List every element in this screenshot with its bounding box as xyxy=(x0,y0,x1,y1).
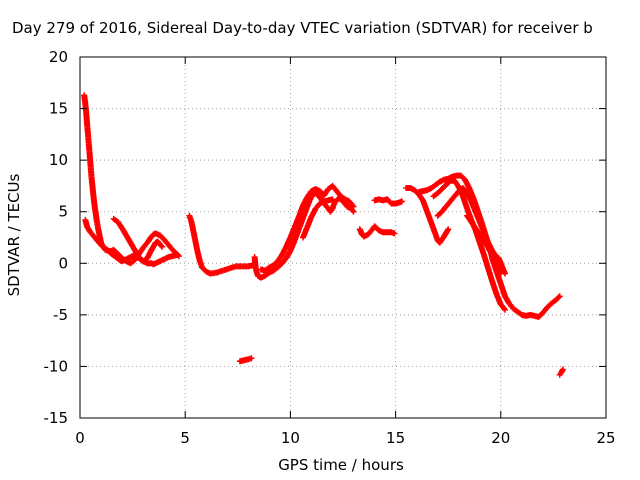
y-tick-label: -5 xyxy=(53,306,68,324)
data-point-markers xyxy=(371,196,405,207)
data-point-markers xyxy=(110,215,166,265)
data-point-markers xyxy=(464,212,504,277)
x-tick-label: 20 xyxy=(491,429,510,447)
x-tick-label: 0 xyxy=(75,429,85,447)
chart-title: Day 279 of 2016, Sidereal Day-to-day VTE… xyxy=(12,19,593,37)
y-tick-label: 20 xyxy=(49,48,68,66)
y-tick-label: 0 xyxy=(58,254,68,272)
y-tick-label: -15 xyxy=(44,409,69,427)
data-series xyxy=(81,92,566,378)
y-tick-label: 5 xyxy=(58,203,68,221)
data-point-markers xyxy=(356,223,398,240)
x-tick-label: 25 xyxy=(596,429,615,447)
data-point-markers xyxy=(556,366,566,378)
y-axis-label: SDTVAR / TECUs xyxy=(5,173,23,296)
x-tick-label: 15 xyxy=(386,429,405,447)
plot-frame xyxy=(79,56,607,419)
data-point-markers xyxy=(300,196,336,241)
x-tick-label: 10 xyxy=(281,429,300,447)
y-tick-label: 15 xyxy=(49,100,68,118)
x-axis-label: GPS time / hours xyxy=(278,456,404,474)
data-point-markers xyxy=(403,185,452,246)
data-point-markers xyxy=(236,355,255,365)
axis-ticks: 0 5 10 15 20 25 -15 -10 -5 0 5 10 15 20 xyxy=(44,48,616,447)
data-point-markers xyxy=(257,182,357,274)
y-tick-label: -10 xyxy=(44,357,69,375)
x-tick-label: 5 xyxy=(180,429,190,447)
grid-lines xyxy=(80,57,606,418)
y-tick-label: 10 xyxy=(49,151,68,169)
data-point-markers xyxy=(251,190,357,281)
data-point-markers xyxy=(186,212,256,277)
